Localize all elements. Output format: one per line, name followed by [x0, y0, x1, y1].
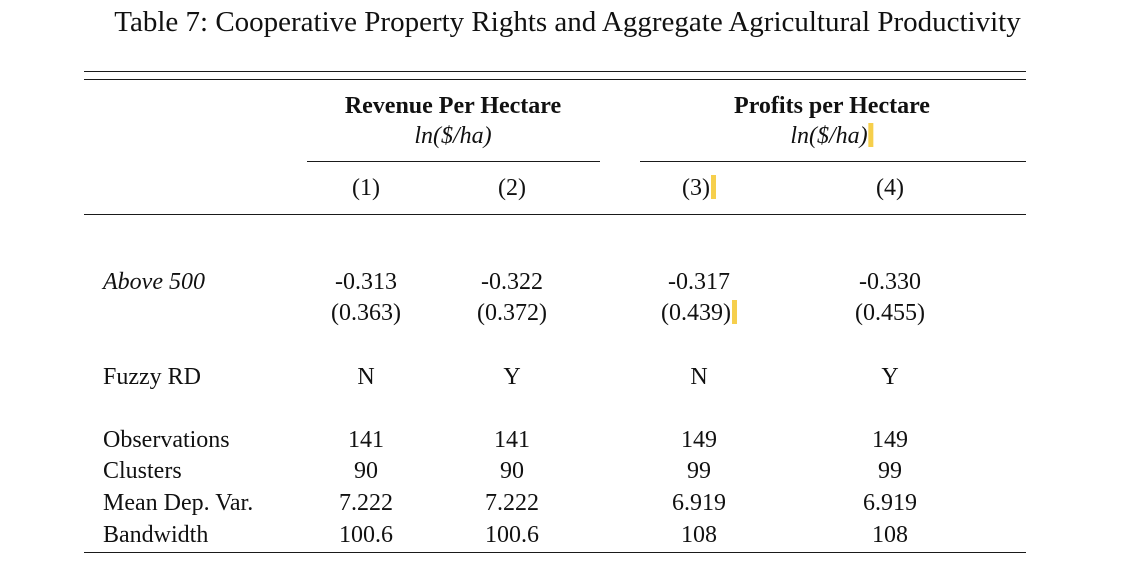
highlight-marker — [868, 123, 874, 147]
stat-value: 99 — [878, 458, 902, 484]
highlight-marker — [710, 175, 716, 199]
top-rule-second — [84, 79, 1026, 80]
stat-value: 90 — [500, 458, 524, 484]
column-number-4: (4) — [876, 175, 904, 201]
group-header-profits: Profits per Hectare — [734, 93, 930, 119]
stat-value: 141 — [494, 427, 530, 453]
coef-estimate: -0.317 — [668, 269, 730, 295]
stat-value: 149 — [681, 427, 717, 453]
stat-value: 6.919 — [672, 490, 726, 516]
row-label-bandwidth: Bandwidth — [103, 522, 209, 548]
top-rule — [84, 71, 1026, 72]
stat-value: 108 — [872, 522, 908, 548]
group-units-profits: ln($/ha) — [790, 123, 868, 149]
coef-estimate: -0.330 — [859, 269, 921, 295]
stat-value: 90 — [354, 458, 378, 484]
group-units-revenue: ln($/ha) — [414, 123, 492, 149]
column-number-1: (1) — [352, 175, 380, 201]
column-number-2: (2) — [498, 175, 526, 201]
fuzzy-value: N — [690, 364, 708, 390]
coef-estimate: -0.313 — [335, 269, 397, 295]
row-label-clusters: Clusters — [103, 458, 182, 484]
stat-value: 100.6 — [485, 522, 539, 548]
header-rule — [84, 214, 1026, 215]
std-error: (0.455) — [855, 300, 925, 326]
row-label-fuzzy-rd: Fuzzy RD — [103, 364, 201, 390]
stat-value: 100.6 — [339, 522, 393, 548]
row-label-above-500: Above 500 — [103, 269, 205, 295]
coef-estimate: -0.322 — [481, 269, 543, 295]
column-number-3: (3) — [682, 175, 710, 201]
fuzzy-value: Y — [503, 364, 521, 390]
group-rule-profits — [640, 161, 1026, 162]
highlight-marker — [731, 300, 737, 324]
group-header-revenue: Revenue Per Hectare — [344, 93, 562, 119]
column-number-3-wrap: (3) — [682, 174, 716, 202]
stat-value: 141 — [348, 427, 384, 453]
fuzzy-value: Y — [881, 364, 899, 390]
std-error: (0.439) — [661, 300, 731, 326]
stat-value: 7.222 — [339, 490, 393, 516]
table-caption: Table 7: Cooperative Property Rights and… — [114, 6, 1021, 38]
stat-value: 149 — [872, 427, 908, 453]
stat-value: 108 — [681, 522, 717, 548]
std-error: (0.372) — [477, 300, 547, 326]
group-rule-revenue — [307, 161, 600, 162]
row-label-observations: Observations — [103, 427, 230, 453]
stat-value: 6.919 — [863, 490, 917, 516]
stat-value: 7.222 — [485, 490, 539, 516]
stat-value: 99 — [687, 458, 711, 484]
bottom-rule — [84, 552, 1026, 553]
row-label-mean-dep-var: Mean Dep. Var. — [103, 490, 254, 516]
fuzzy-value: N — [357, 364, 375, 390]
group-units-profits-wrap: ln($/ha) — [790, 122, 874, 150]
std-error-wrap: (0.439) — [661, 299, 737, 327]
std-error: (0.363) — [331, 300, 401, 326]
